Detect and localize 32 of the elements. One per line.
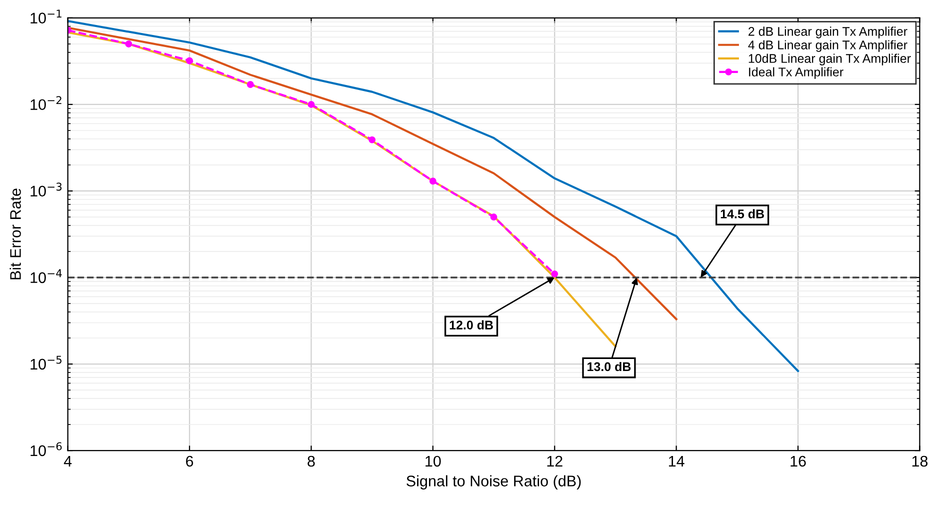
- x-tick-label: 8: [308, 456, 315, 467]
- annotation: 13.0 dB: [588, 362, 631, 372]
- point: [429, 178, 436, 185]
- legend-label: 2 dB Linear gain Tx Amplifier: [748, 26, 908, 38]
- x-tick-label: 18: [912, 456, 928, 467]
- legend-label: 4 dB Linear gain Tx Amplifier: [748, 40, 908, 52]
- legend-label: Ideal Tx Amplifier: [749, 67, 844, 79]
- y-tick-label: 10$^{−1}$: [30, 10, 62, 24]
- x-axis-title: Signal to Noise Ratio (dB): [406, 475, 581, 490]
- point: [308, 100, 315, 108]
- x-tick-label: 10: [426, 456, 441, 467]
- annotation: 14.5 dB: [720, 209, 764, 218]
- x-tick-label: 4: [64, 456, 72, 466]
- point: [490, 214, 498, 220]
- y-tick-label: 10$^{−2}$: [30, 96, 62, 110]
- x-tick-label: 12: [547, 456, 562, 466]
- point: [368, 136, 376, 144]
- legend-label: 10dB Linear gain Tx Amplifier: [748, 54, 911, 66]
- point: [551, 270, 558, 278]
- point: [186, 57, 193, 64]
- x-tick-label: 6: [186, 456, 194, 467]
- point: [246, 81, 254, 88]
- y-tick-label: 10$^{−3}$: [30, 182, 62, 197]
- x-tick-label: 16: [790, 456, 806, 467]
- line-series: [68, 26, 678, 320]
- y-tick-label: 10$^{−6}$: [30, 442, 62, 456]
- y-tick-label: 10$^{−5}$: [30, 356, 62, 370]
- x-tick-label: 14: [668, 456, 684, 466]
- y-tick-label: 10$^{−4}$: [30, 269, 62, 284]
- point: [125, 40, 132, 48]
- annotation: 12.0 dB: [450, 320, 493, 330]
- y-axis-title: Bit Error Rate: [10, 188, 21, 280]
